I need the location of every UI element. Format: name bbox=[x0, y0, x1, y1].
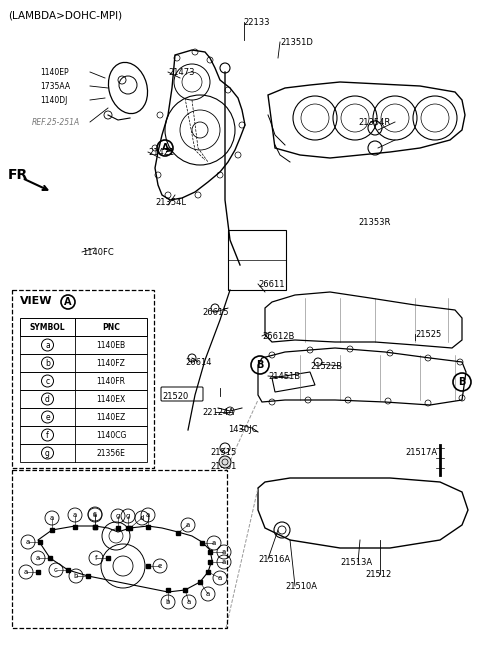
Text: a: a bbox=[93, 512, 97, 518]
Text: 21510A: 21510A bbox=[285, 582, 317, 591]
Text: c: c bbox=[54, 567, 58, 573]
Text: 1140EZ: 1140EZ bbox=[96, 412, 126, 422]
Text: g: g bbox=[116, 513, 120, 519]
Text: a: a bbox=[222, 549, 226, 555]
Text: B: B bbox=[256, 360, 264, 370]
Text: 21473: 21473 bbox=[168, 68, 194, 77]
Text: 21517A: 21517A bbox=[405, 448, 437, 457]
Text: a: a bbox=[187, 599, 191, 605]
Text: SYMBOL: SYMBOL bbox=[30, 322, 65, 332]
Text: a: a bbox=[218, 575, 222, 581]
Text: g: g bbox=[126, 513, 130, 519]
Text: 1140CG: 1140CG bbox=[96, 430, 126, 440]
Text: f: f bbox=[46, 430, 49, 440]
Text: 21354L: 21354L bbox=[155, 198, 186, 207]
Text: PNC: PNC bbox=[102, 322, 120, 332]
Text: FR: FR bbox=[8, 168, 28, 182]
Text: e: e bbox=[45, 412, 50, 422]
Text: a: a bbox=[206, 591, 210, 597]
Circle shape bbox=[219, 456, 231, 468]
Text: d: d bbox=[140, 515, 144, 521]
Text: 21451B: 21451B bbox=[268, 372, 300, 381]
Text: 21354R: 21354R bbox=[358, 118, 390, 127]
Text: 21512: 21512 bbox=[365, 570, 391, 579]
Text: a: a bbox=[50, 515, 54, 521]
Text: B: B bbox=[458, 377, 466, 387]
Text: 21513A: 21513A bbox=[340, 558, 372, 567]
Text: 1140FZ: 1140FZ bbox=[96, 359, 125, 367]
Text: 21515: 21515 bbox=[210, 448, 236, 457]
Text: 21520: 21520 bbox=[162, 392, 188, 401]
Text: 22133: 22133 bbox=[243, 18, 269, 27]
Text: 1140FR: 1140FR bbox=[96, 377, 125, 385]
Text: g: g bbox=[45, 448, 50, 457]
Text: 21516A: 21516A bbox=[258, 555, 290, 564]
Text: 1140EX: 1140EX bbox=[96, 395, 126, 404]
Text: c: c bbox=[93, 511, 97, 517]
Text: 1735AA: 1735AA bbox=[40, 82, 70, 91]
Text: 1140DJ: 1140DJ bbox=[40, 96, 67, 105]
Text: A: A bbox=[64, 297, 72, 307]
Text: 26612B: 26612B bbox=[262, 332, 294, 341]
Text: 1140EP: 1140EP bbox=[40, 68, 69, 77]
Text: 26615: 26615 bbox=[202, 308, 228, 317]
Text: 1140EB: 1140EB bbox=[96, 340, 126, 350]
Text: 26611: 26611 bbox=[258, 280, 285, 289]
Text: VIEW: VIEW bbox=[20, 296, 52, 306]
Text: d: d bbox=[45, 395, 50, 404]
Text: a: a bbox=[222, 559, 226, 565]
Text: 21421: 21421 bbox=[148, 148, 174, 157]
Text: 26614: 26614 bbox=[185, 358, 212, 367]
Text: b: b bbox=[74, 573, 78, 579]
Text: 1140FC: 1140FC bbox=[82, 248, 114, 257]
Text: 21461: 21461 bbox=[210, 462, 236, 471]
Text: a: a bbox=[212, 540, 216, 546]
Text: a: a bbox=[73, 512, 77, 518]
Text: a: a bbox=[186, 522, 190, 528]
Text: REF.25-251A: REF.25-251A bbox=[32, 118, 80, 127]
Text: a: a bbox=[24, 569, 28, 575]
Text: a: a bbox=[36, 555, 40, 561]
Text: c: c bbox=[46, 377, 49, 385]
Text: 21353R: 21353R bbox=[358, 218, 390, 227]
Text: b: b bbox=[166, 599, 170, 605]
Text: A: A bbox=[161, 144, 168, 152]
Text: 21356E: 21356E bbox=[96, 448, 125, 457]
Text: f: f bbox=[95, 555, 97, 561]
Text: a: a bbox=[45, 340, 50, 350]
Text: b: b bbox=[45, 359, 50, 367]
Text: a: a bbox=[146, 512, 150, 518]
Text: 21522B: 21522B bbox=[310, 362, 342, 371]
Text: (LAMBDA>DOHC-MPI): (LAMBDA>DOHC-MPI) bbox=[8, 10, 122, 20]
Text: 21525: 21525 bbox=[415, 330, 441, 339]
Text: a: a bbox=[26, 539, 30, 545]
Text: e: e bbox=[158, 563, 162, 569]
Text: 21351D: 21351D bbox=[280, 38, 313, 47]
Text: 22124A: 22124A bbox=[202, 408, 234, 417]
Text: 1430JC: 1430JC bbox=[228, 425, 257, 434]
